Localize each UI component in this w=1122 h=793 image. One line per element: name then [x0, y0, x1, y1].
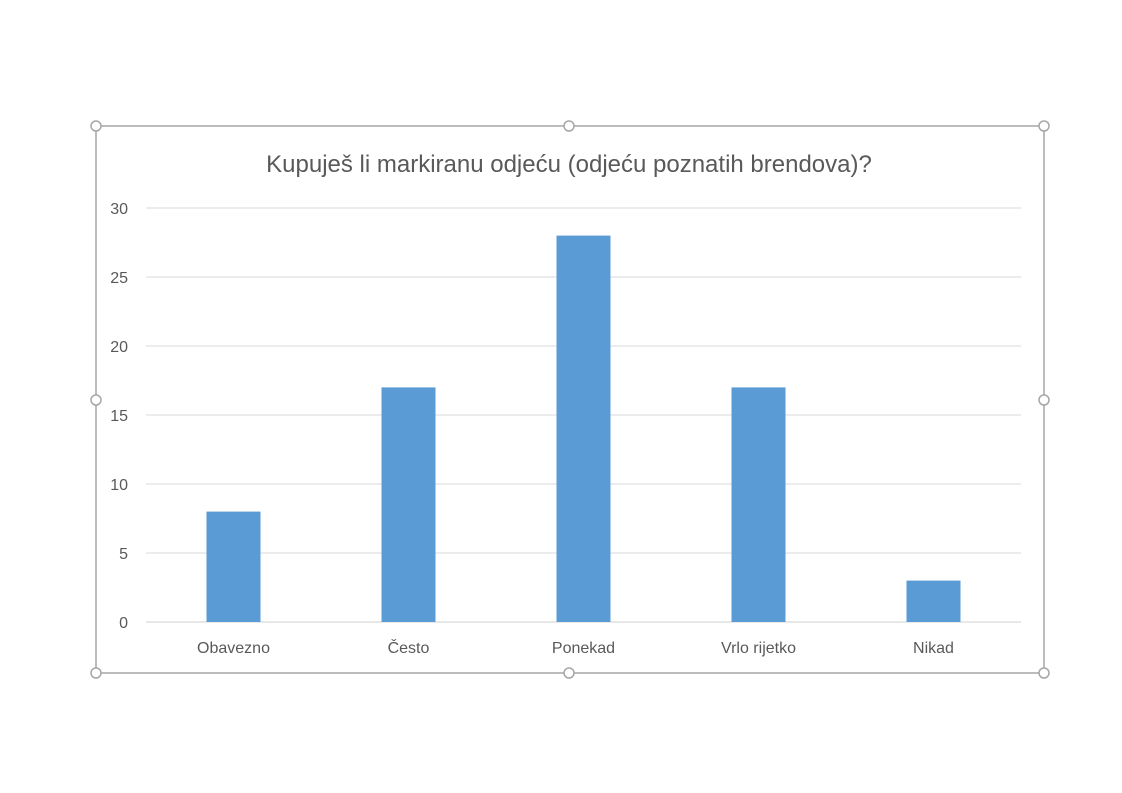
x-category-label: Vrlo rijetko	[721, 640, 796, 657]
bar-2[interactable]	[381, 387, 436, 622]
y-tick-label: 0	[119, 615, 128, 632]
resize-handle-top-left[interactable]	[90, 120, 102, 132]
bar-1[interactable]	[206, 511, 261, 622]
resize-handle-bottom[interactable]	[563, 667, 575, 679]
resize-handle-right[interactable]	[1038, 394, 1050, 406]
resize-handle-top[interactable]	[563, 120, 575, 132]
y-tick-label: 15	[110, 408, 128, 425]
resize-handle-bottom-right[interactable]	[1038, 667, 1050, 679]
x-category-label: Ponekad	[552, 640, 615, 657]
y-axis-tick-labels: 0 5 10 15 20 25 30	[110, 201, 128, 632]
selection-handles	[90, 120, 1050, 679]
x-axis-category-labels: Obavezno Često Ponekad Vrlo rijetko Nikad	[197, 638, 954, 657]
bar-series[interactable]	[206, 235, 961, 622]
x-category-label: Nikad	[913, 640, 954, 657]
resize-handle-bottom-left[interactable]	[90, 667, 102, 679]
chart-title[interactable]: Kupuješ li markiranu odjeću (odjeću pozn…	[266, 151, 872, 178]
y-tick-label: 20	[110, 339, 128, 356]
bar-5[interactable]	[906, 580, 961, 622]
x-category-label: Često	[388, 638, 430, 657]
x-category-label: Obavezno	[197, 640, 270, 657]
y-tick-label: 10	[110, 477, 128, 494]
bar-4[interactable]	[731, 387, 786, 622]
resize-handle-left[interactable]	[90, 394, 102, 406]
y-tick-label: 25	[110, 270, 128, 287]
resize-handle-top-right[interactable]	[1038, 120, 1050, 132]
y-tick-label: 30	[110, 201, 128, 218]
bar-3[interactable]	[556, 235, 611, 622]
y-tick-label: 5	[119, 546, 128, 563]
